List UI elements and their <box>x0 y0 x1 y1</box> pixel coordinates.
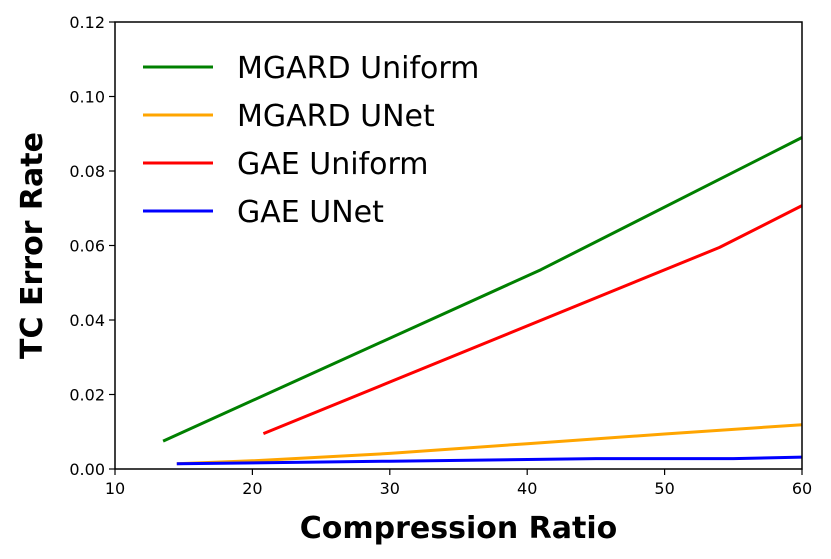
y-axis-title: TC Error Rate <box>15 132 50 359</box>
legend-item: GAE Uniform <box>143 147 429 182</box>
legend-item: MGARD UNet <box>143 99 435 134</box>
y-tick-label: 0.10 <box>69 88 105 107</box>
series-line-mgard-uniform <box>162 136 803 443</box>
y-tick-label: 0.00 <box>69 460 105 479</box>
legend-label: GAE Uniform <box>237 147 429 182</box>
y-tick-label: 0.06 <box>69 237 105 256</box>
series-line-mgard-unet <box>176 423 803 466</box>
legend: MGARD Uniform MGARD UNet GAE Uniform GAE UN… <box>143 51 479 230</box>
plot-frame <box>114 21 803 470</box>
legend-label: MGARD UNet <box>237 99 435 134</box>
x-axis-title: Compression Ratio <box>300 511 618 546</box>
x-tick-label: 30 <box>380 479 400 498</box>
legend-label: GAE UNet <box>237 195 384 230</box>
series-layer <box>162 136 803 466</box>
x-tick-label: 40 <box>517 479 537 498</box>
x-tick-label: 10 <box>105 479 125 498</box>
x-tick-label: 60 <box>792 479 812 498</box>
x-tick-label: 20 <box>242 479 262 498</box>
legend-item: GAE UNet <box>143 195 384 230</box>
y-tick-label: 0.04 <box>69 311 105 330</box>
series-line-gae-uniform <box>262 204 803 435</box>
tick-layer: 10 20 30 40 50 60 0.00 0.02 0.04 0.06 0.08 0.10 0.12 <box>69 13 812 498</box>
legend-label: MGARD Uniform <box>237 51 479 86</box>
legend-item: MGARD Uniform <box>143 51 479 86</box>
series-line-gae-unet <box>176 455 803 466</box>
y-tick-label: 0.02 <box>69 386 105 405</box>
y-tick-label: 0.08 <box>69 162 105 181</box>
x-tick-label: 50 <box>654 479 674 498</box>
y-tick-label: 0.12 <box>69 13 105 32</box>
